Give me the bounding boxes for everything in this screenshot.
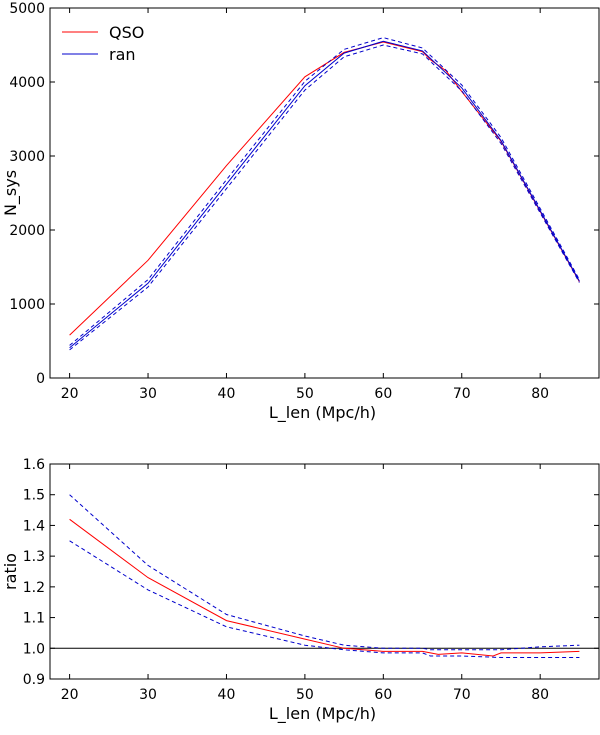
ratio-x-tick-label: 40	[218, 687, 236, 703]
ratio-x-tick-label: 30	[139, 687, 157, 703]
counts-y-axis-label: N_sys	[1, 170, 21, 216]
ratio-y-tick-label: 0.9	[23, 672, 45, 688]
counts-x-tick-label: 70	[453, 386, 471, 402]
ratio-series-lower	[69, 540, 580, 658]
ratio-y-tick-label: 1.1	[23, 611, 45, 627]
ratio-series-qso-ran	[69, 518, 580, 657]
ratio-y-tick-label: 1.0	[23, 641, 45, 657]
counts-y-tick-label: 5000	[9, 1, 45, 17]
ratio-x-tick-label: 70	[453, 687, 471, 703]
legend-label-qso: QSO	[109, 23, 144, 42]
legend-label-ran: ran	[109, 45, 136, 64]
counts-y-tick-label: 1000	[9, 297, 45, 313]
ratio-axes-frame	[49, 463, 600, 680]
ratio-x-axis-label: L_len (Mpc/h)	[269, 704, 376, 724]
ratio-y-tick-label: 1.2	[23, 580, 45, 596]
counts-x-tick-label: 80	[531, 386, 549, 402]
ratio-y-tick-label: 1.3	[23, 549, 45, 565]
counts-x-tick-label: 30	[139, 386, 157, 402]
ratio-x-tick-label: 80	[531, 687, 549, 703]
counts-panel: 20 30 40 50 60 70 80 0 1000 2000 3000 4000 5000 L_len…	[1, 1, 600, 423]
counts-x-axis-label: L_len (Mpc/h)	[269, 403, 376, 423]
counts-x-tick-label: 20	[61, 386, 79, 402]
counts-y-tick-label: 3000	[9, 149, 45, 165]
ratio-panel: 20 30 40 50 60 70 80 0.9 1.0 1.1 1.2 1.3 1.4 1.5 1.6 L_…	[1, 457, 600, 724]
ratio-x-tick-label: 60	[374, 687, 392, 703]
counts-legend: QSO ran	[62, 23, 144, 64]
ratio-y-tick-label: 1.6	[23, 457, 45, 473]
counts-series-qso	[69, 41, 580, 336]
ratio-y-axis-label: ratio	[1, 553, 20, 590]
counts-x-tick-label: 40	[218, 386, 236, 402]
counts-series-ran-lower	[69, 44, 580, 351]
counts-x-tick-label: 60	[374, 386, 392, 402]
ratio-y-tick-label: 1.5	[23, 488, 45, 504]
ratio-x-tick-label: 20	[61, 687, 79, 703]
counts-x-tick-label: 50	[296, 386, 314, 402]
counts-series-ran	[69, 40, 580, 349]
counts-y-tick-label: 0	[36, 371, 45, 387]
ratio-series-upper	[69, 494, 580, 651]
counts-y-tick-label: 2000	[9, 223, 45, 239]
ratio-x-tick-label: 50	[296, 687, 314, 703]
counts-axes-frame	[49, 7, 600, 379]
counts-y-tick-label: 4000	[9, 75, 45, 91]
ratio-y-tick-label: 1.4	[23, 518, 45, 534]
counts-series-ran-upper	[69, 37, 580, 346]
